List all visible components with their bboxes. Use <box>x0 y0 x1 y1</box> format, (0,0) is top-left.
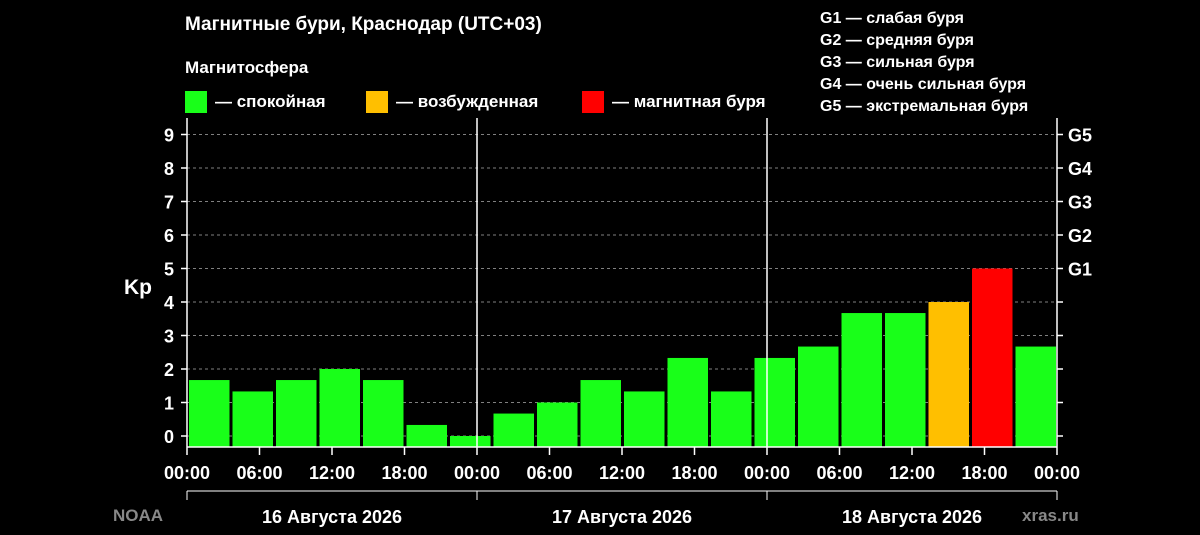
kp-bar <box>493 413 534 447</box>
x-tick-label: 06:00 <box>526 463 572 483</box>
g-scale-label: G1 <box>1068 260 1092 280</box>
day-label: 17 Августа 2026 <box>552 507 692 527</box>
y-axis-label: Kp <box>124 276 152 299</box>
kp-bar <box>972 268 1013 447</box>
legend-excited-label: — возбужденная <box>396 92 539 111</box>
legend-storm: — магнитная буря <box>582 91 766 113</box>
kp-bar <box>580 380 621 447</box>
y-tick-label: 5 <box>164 260 174 280</box>
g-legend-g5: G5 — экстремальная буря <box>820 98 1029 115</box>
kp-bar <box>841 313 882 447</box>
g-scale-label: G5 <box>1068 126 1092 146</box>
kp-bar <box>798 346 839 447</box>
kp-bar <box>624 391 665 447</box>
magnetosphere-subtitle: Магнитосфера <box>185 58 309 77</box>
kp-bar <box>1015 346 1056 447</box>
y-tick-label: 7 <box>164 193 174 213</box>
chart-title: Магнитные бури, Краснодар (UTC+03) <box>185 14 542 35</box>
noaa-source-label: NOAA <box>113 506 164 525</box>
legend-excited-swatch <box>366 91 388 113</box>
x-tick-label: 18:00 <box>671 463 717 483</box>
kp-bar <box>363 380 404 447</box>
x-tick-label: 06:00 <box>236 463 282 483</box>
g-legend-g2: G2 — средняя буря <box>820 32 974 49</box>
kp-bar <box>754 357 795 447</box>
x-tick-label: 00:00 <box>164 463 210 483</box>
x-tick-label: 12:00 <box>309 463 355 483</box>
legend-quiet-swatch <box>185 91 207 113</box>
y-tick-label: 1 <box>164 394 174 414</box>
x-tick-label: 06:00 <box>816 463 862 483</box>
x-tick-label: 18:00 <box>961 463 1007 483</box>
kp-bar <box>450 436 491 447</box>
kp-bar <box>928 302 969 447</box>
x-tick-label: 00:00 <box>744 463 790 483</box>
x-tick-label: 00:00 <box>454 463 500 483</box>
g-legend-g1: G1 — слабая буря <box>820 10 965 27</box>
xras-source-label: xras.ru <box>1022 506 1079 525</box>
g-scale-label: G4 <box>1068 159 1092 179</box>
legend-quiet: — спокойная <box>185 91 326 113</box>
legend-quiet-label: — спокойная <box>215 92 326 111</box>
x-tick-label: 00:00 <box>1034 463 1080 483</box>
y-tick-label: 8 <box>164 159 174 179</box>
g-legend-g4: G4 — очень сильная буря <box>820 76 1027 93</box>
x-tick-label: 12:00 <box>599 463 645 483</box>
y-tick-label: 3 <box>164 327 174 347</box>
y-tick-label: 4 <box>164 293 174 313</box>
x-tick-label: 18:00 <box>381 463 427 483</box>
kp-bar <box>885 313 926 447</box>
kp-bar <box>276 380 317 447</box>
x-tick-label: 12:00 <box>889 463 935 483</box>
kp-bar <box>189 380 230 447</box>
legend-storm-swatch <box>582 91 604 113</box>
day-label: 18 Августа 2026 <box>842 507 982 527</box>
g-scale-label: G2 <box>1068 226 1092 246</box>
kp-bar <box>406 424 447 447</box>
y-tick-label: 9 <box>164 126 174 146</box>
kp-bar <box>232 391 273 447</box>
g-scale-legend: G1 — слабая буря G2 — средняя буря G3 — … <box>820 8 1028 118</box>
legend-excited: — возбужденная <box>366 91 538 113</box>
g-scale-label: G3 <box>1068 193 1092 213</box>
day-label: 16 Августа 2026 <box>262 507 402 527</box>
y-tick-label: 2 <box>164 360 174 380</box>
legend-storm-label: — магнитная буря <box>612 92 766 111</box>
kp-bar <box>319 369 360 447</box>
y-tick-label: 6 <box>164 226 174 246</box>
g-legend-g3: G3 — сильная буря <box>820 54 975 71</box>
kp-bar <box>711 391 752 447</box>
kp-bar <box>667 357 708 447</box>
y-tick-label: 0 <box>164 427 174 447</box>
kp-bar <box>537 402 578 447</box>
